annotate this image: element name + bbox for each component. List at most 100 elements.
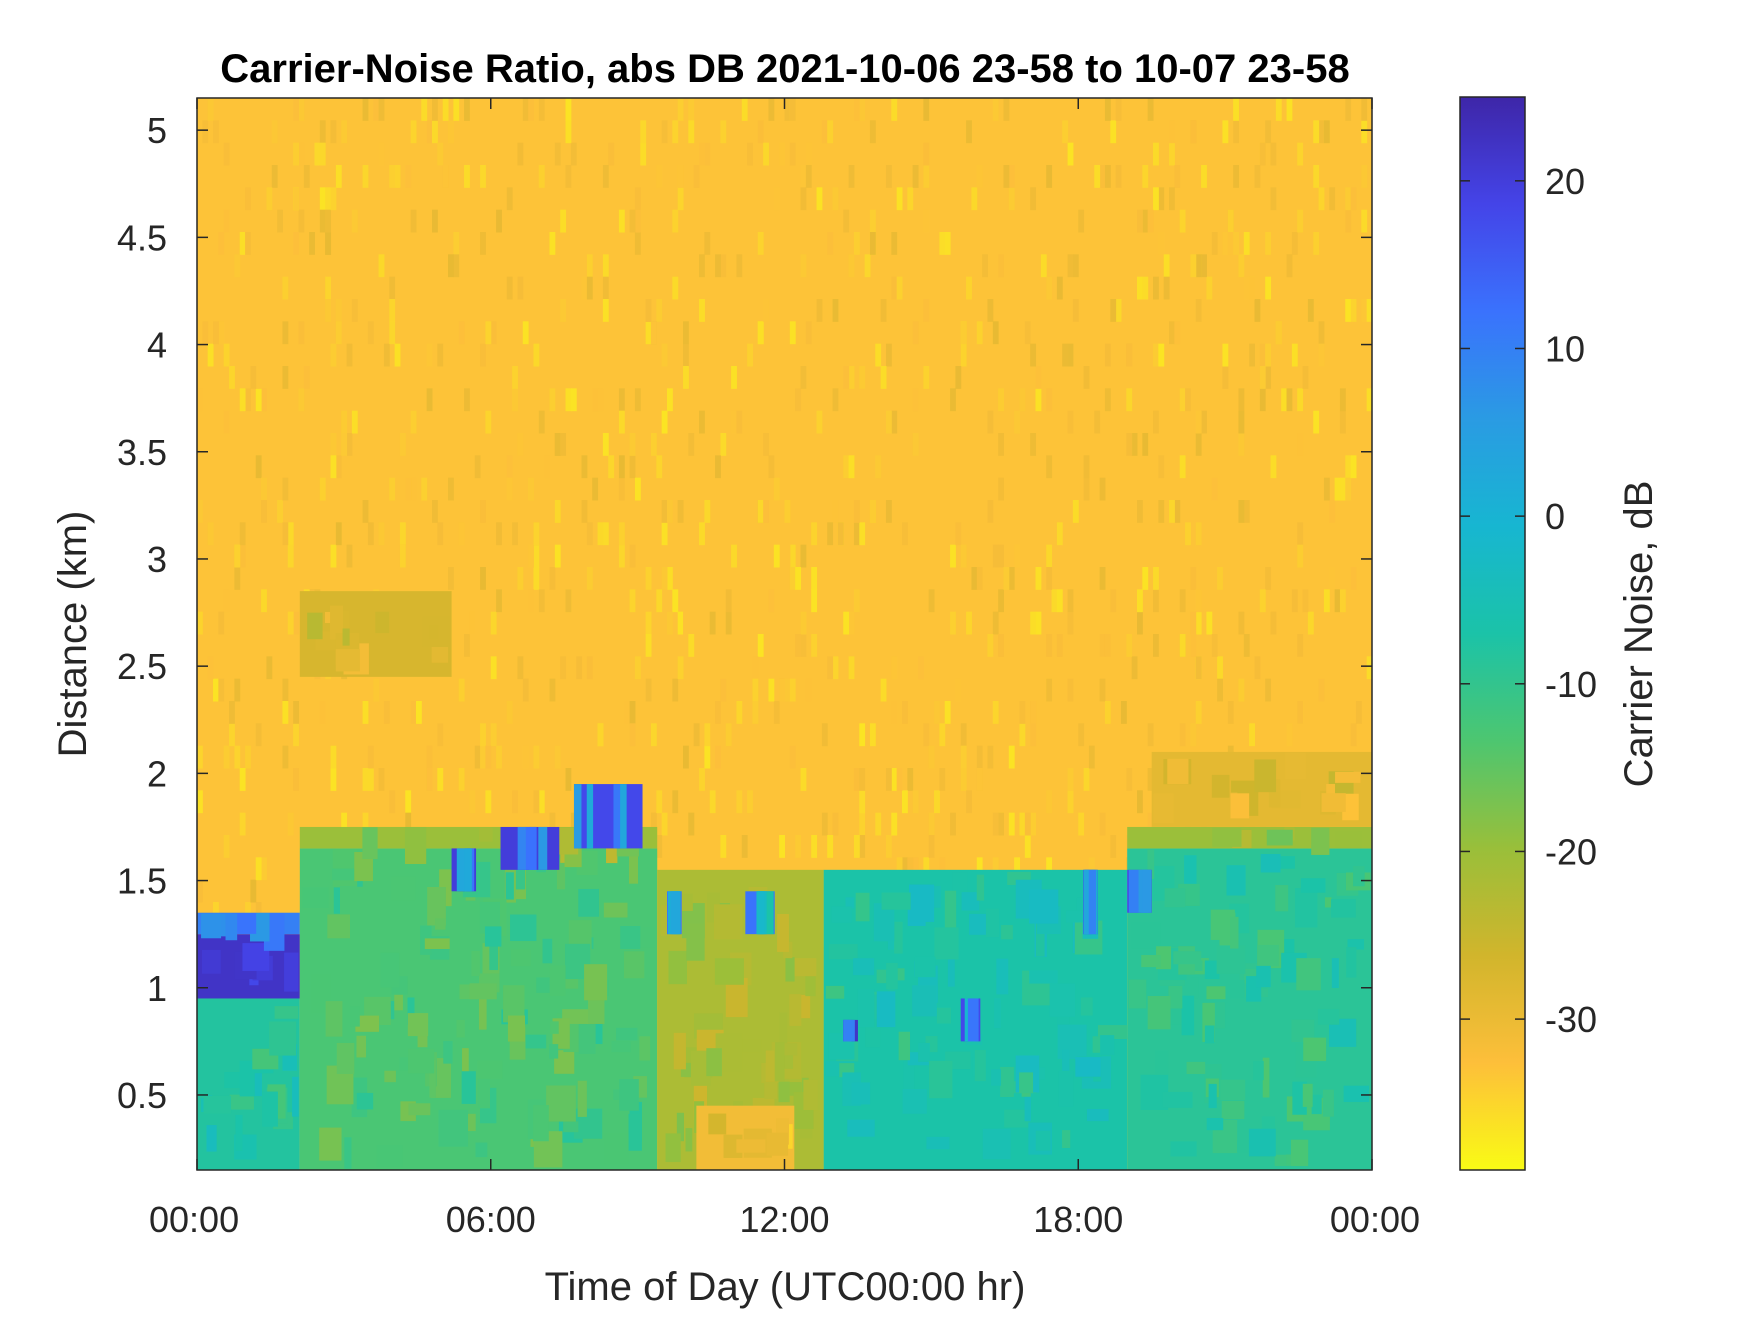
- heatmap-cell: [1040, 254, 1047, 278]
- heatmap-cell: [512, 366, 518, 389]
- heatmap-cell: [538, 826, 548, 870]
- heatmap-cell: [1270, 187, 1277, 211]
- heatmap-cell: [1265, 678, 1272, 702]
- heatmap-cell: [410, 477, 417, 501]
- heatmap-cell: [1003, 567, 1010, 590]
- heatmap-cell: [656, 455, 663, 479]
- y-axis-label: Distance (km): [51, 511, 95, 758]
- heatmap-cell: [763, 500, 769, 523]
- heatmap-cell: [1062, 1130, 1071, 1149]
- heatmap-cell: [367, 768, 374, 791]
- heatmap-cell: [239, 232, 246, 255]
- heatmap-cell: [1361, 209, 1368, 233]
- heatmap-cell: [864, 254, 871, 278]
- heatmap-cell: [944, 701, 951, 724]
- heatmap-cell: [909, 884, 935, 922]
- heatmap-cell: [565, 589, 572, 613]
- heatmap-cell: [284, 952, 299, 992]
- heatmap-cell: [355, 1015, 380, 1032]
- heatmap-cell: [1035, 567, 1042, 590]
- heatmap-cell: [506, 477, 513, 501]
- heatmap-cell: [1147, 768, 1154, 791]
- heatmap-cell: [480, 165, 486, 188]
- heatmap-cell: [461, 1071, 476, 1104]
- heatmap-cell: [354, 852, 373, 882]
- heatmap-cell: [912, 985, 937, 1017]
- heatmap-cell: [480, 745, 486, 769]
- heatmap-cell: [704, 500, 711, 523]
- heatmap-cell: [1345, 477, 1352, 501]
- heatmap-cell: [437, 142, 444, 166]
- heatmap-cell: [1094, 410, 1101, 434]
- heatmap-cell: [505, 872, 514, 900]
- heatmap-cell: [229, 701, 235, 724]
- heatmap-cell: [480, 567, 486, 590]
- heatmap-cell: [966, 276, 972, 300]
- heatmap-cell: [1099, 812, 1106, 836]
- heatmap-cell: [342, 628, 350, 646]
- heatmap-cell: [656, 299, 663, 322]
- heatmap-cell: [955, 366, 962, 389]
- heatmap-cell: [731, 544, 737, 568]
- heatmap-cell: [458, 522, 465, 546]
- heatmap-cell: [1286, 723, 1293, 747]
- heatmap-cell: [410, 701, 417, 724]
- heatmap-cell: [944, 232, 951, 255]
- heatmap-cell: [549, 388, 556, 412]
- heatmap-cell: [570, 812, 577, 836]
- heatmap-cell: [1083, 477, 1090, 501]
- heatmap-cell: [319, 477, 326, 501]
- heatmap-cell: [421, 477, 428, 501]
- heatmap-cell: [1035, 1067, 1045, 1080]
- heatmap-cell: [202, 321, 209, 345]
- heatmap-cell: [902, 701, 908, 724]
- heatmap-cell: [584, 964, 608, 1001]
- heatmap-cell: [1204, 960, 1220, 979]
- heatmap-cell: [1211, 477, 1218, 501]
- heatmap-cell: [362, 812, 369, 836]
- heatmap-cell: [349, 1006, 360, 1027]
- heatmap-cell: [341, 522, 348, 546]
- heatmap-cell: [859, 812, 866, 836]
- heatmap-cell: [1281, 388, 1288, 412]
- heatmap-cell: [880, 299, 887, 322]
- heatmap-cell: [1024, 321, 1031, 345]
- heatmap-cell: [623, 951, 645, 979]
- heatmap-cell: [1099, 678, 1106, 702]
- heatmap-cell: [1346, 947, 1357, 978]
- heatmap-cell: [996, 958, 1009, 995]
- heatmap-cell: [223, 142, 230, 166]
- heatmap-cell: [330, 768, 337, 791]
- heatmap-cell: [1322, 1089, 1334, 1117]
- heatmap-cell: [1249, 343, 1255, 367]
- heatmap-cell: [1185, 388, 1191, 412]
- heatmap-cell: [197, 388, 203, 412]
- heatmap-cell: [650, 321, 657, 345]
- heatmap-cell: [1014, 857, 1020, 881]
- heatmap-cell: [699, 768, 705, 791]
- heatmap-cell: [827, 656, 834, 680]
- heatmap-cell: [800, 634, 807, 657]
- y-tick-label: 3.5: [117, 432, 167, 473]
- heatmap-cell: [800, 366, 807, 389]
- heatmap-cell: [795, 835, 802, 858]
- heatmap-cell: [848, 254, 855, 278]
- heatmap-cell: [255, 723, 262, 747]
- heatmap-cell: [985, 908, 1000, 938]
- heatmap-cell: [239, 544, 246, 568]
- heatmap-cell: [764, 1081, 778, 1099]
- heatmap-cell: [869, 723, 876, 747]
- heatmap-cell: [880, 366, 887, 389]
- heatmap-cell: [976, 321, 983, 345]
- heatmap-cell: [1001, 925, 1013, 940]
- heatmap-cell: [602, 254, 609, 278]
- heatmap-cell: [338, 610, 350, 639]
- heatmap-cell: [987, 745, 994, 769]
- heatmap-cell: [378, 254, 385, 278]
- heatmap-cell: [389, 790, 396, 814]
- heatmap-cell: [325, 299, 332, 322]
- heatmap-cell: [578, 1024, 596, 1054]
- heatmap-cell: [477, 1060, 503, 1079]
- heatmap-cell: [1206, 1117, 1224, 1131]
- heatmap-cell: [683, 745, 689, 769]
